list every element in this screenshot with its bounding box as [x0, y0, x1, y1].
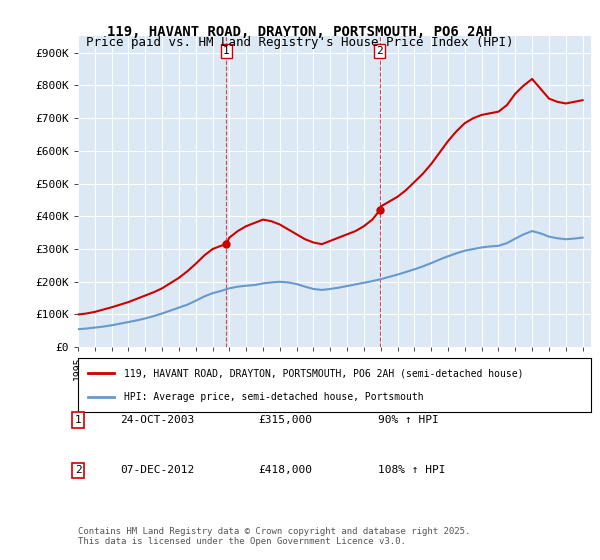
Text: Price paid vs. HM Land Registry's House Price Index (HPI): Price paid vs. HM Land Registry's House …	[86, 36, 514, 49]
Text: 2: 2	[376, 46, 383, 56]
Text: 108% ↑ HPI: 108% ↑ HPI	[378, 465, 445, 475]
Text: 119, HAVANT ROAD, DRAYTON, PORTSMOUTH, PO6 2AH: 119, HAVANT ROAD, DRAYTON, PORTSMOUTH, P…	[107, 25, 493, 39]
Text: £315,000: £315,000	[258, 415, 312, 425]
Text: 24-OCT-2003: 24-OCT-2003	[120, 415, 194, 425]
Text: 1: 1	[223, 46, 230, 56]
Text: 90% ↑ HPI: 90% ↑ HPI	[378, 415, 439, 425]
Text: 2: 2	[74, 465, 82, 475]
Text: £418,000: £418,000	[258, 465, 312, 475]
Text: HPI: Average price, semi-detached house, Portsmouth: HPI: Average price, semi-detached house,…	[124, 391, 424, 402]
Text: 119, HAVANT ROAD, DRAYTON, PORTSMOUTH, PO6 2AH (semi-detached house): 119, HAVANT ROAD, DRAYTON, PORTSMOUTH, P…	[124, 368, 524, 379]
Text: Contains HM Land Registry data © Crown copyright and database right 2025.
This d: Contains HM Land Registry data © Crown c…	[78, 526, 470, 546]
Text: 07-DEC-2012: 07-DEC-2012	[120, 465, 194, 475]
Text: 1: 1	[74, 415, 82, 425]
